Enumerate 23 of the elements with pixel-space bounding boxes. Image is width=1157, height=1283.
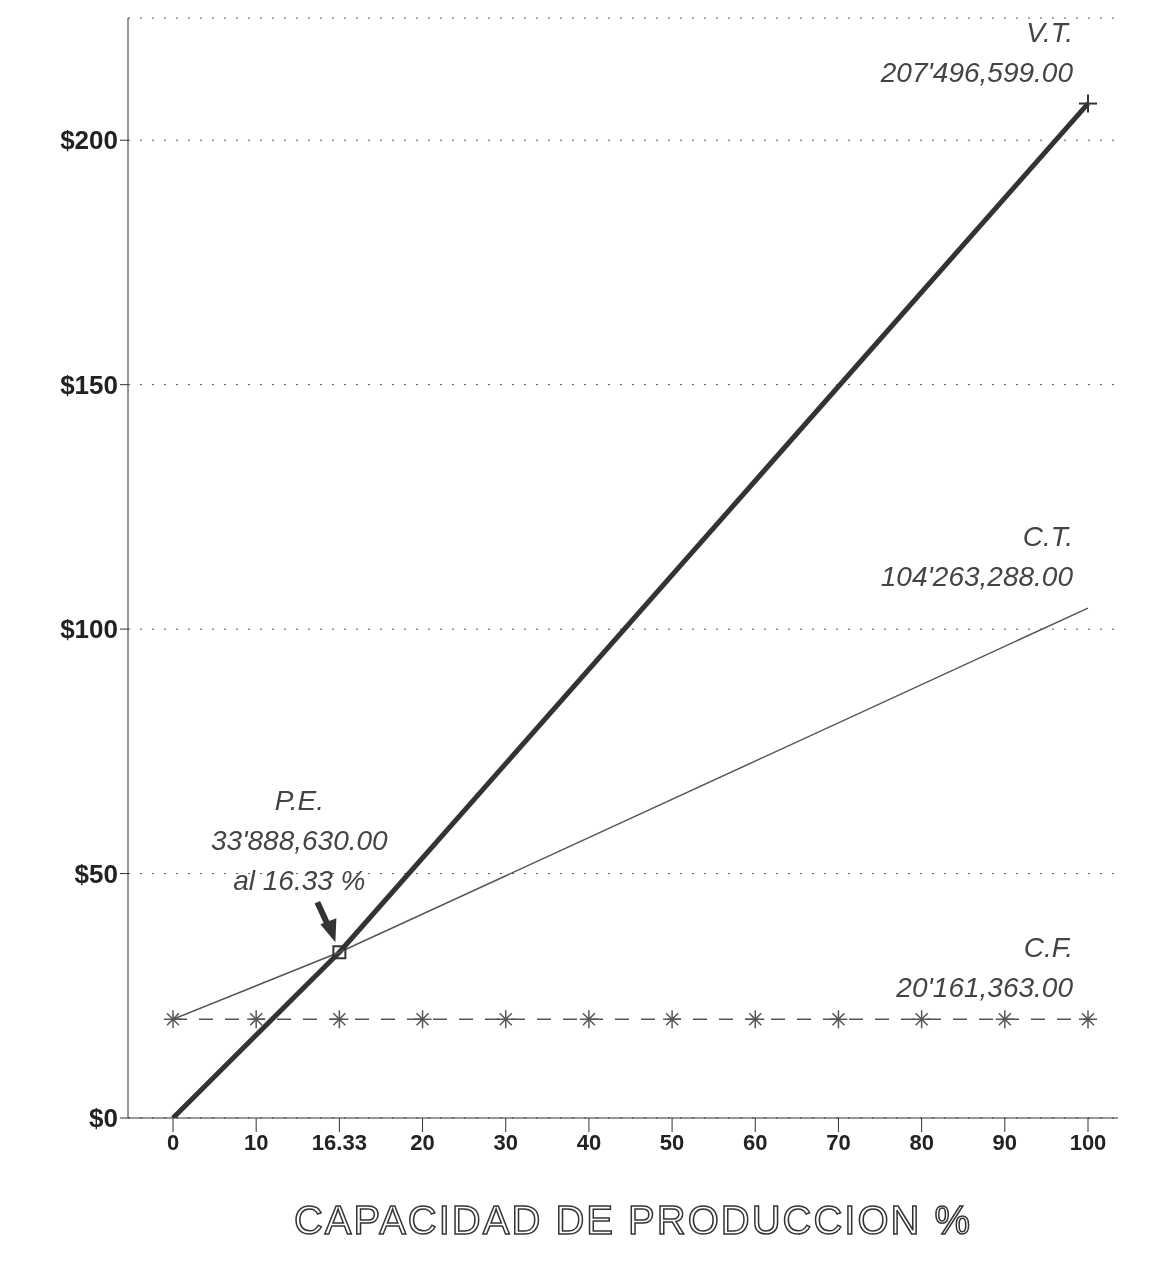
x-tick-label: 50 xyxy=(659,1129,685,1155)
y-tick-label: $200 xyxy=(60,125,118,156)
x-tick-label: 0 xyxy=(166,1129,180,1155)
x-axis-title: CAPACIDAD DE PRODUCCION % xyxy=(292,1198,974,1243)
x-tick-label: 10 xyxy=(243,1129,269,1155)
x-tick-label: 80 xyxy=(909,1129,934,1155)
x-tick-label: 60 xyxy=(743,1129,768,1155)
x-tick-label: 40 xyxy=(576,1129,602,1155)
annotation: C.F. 20'161,363.00 xyxy=(895,932,1074,1004)
x-tick-label: 90 xyxy=(992,1129,1018,1155)
y-tick-label: $50 xyxy=(74,858,118,889)
x-tick-label: 30 xyxy=(493,1129,518,1155)
x-tick-label: 70 xyxy=(826,1129,851,1155)
x-tick-label: 100 xyxy=(1069,1129,1107,1155)
x-tick-label: 20 xyxy=(410,1129,435,1155)
y-tick-label: $150 xyxy=(60,369,118,400)
annotation: P.E. 33'888,630.00 al 16.33 % xyxy=(211,785,389,897)
y-tick-label: $0 xyxy=(89,1103,118,1134)
x-tick-label: 16.33 xyxy=(311,1129,367,1155)
y-tick-label: $100 xyxy=(60,614,118,645)
annotation: C.T. 104'263,288.00 xyxy=(880,521,1074,593)
annotation: V.T. 207'496,599.00 xyxy=(879,16,1074,88)
point xyxy=(332,945,347,960)
